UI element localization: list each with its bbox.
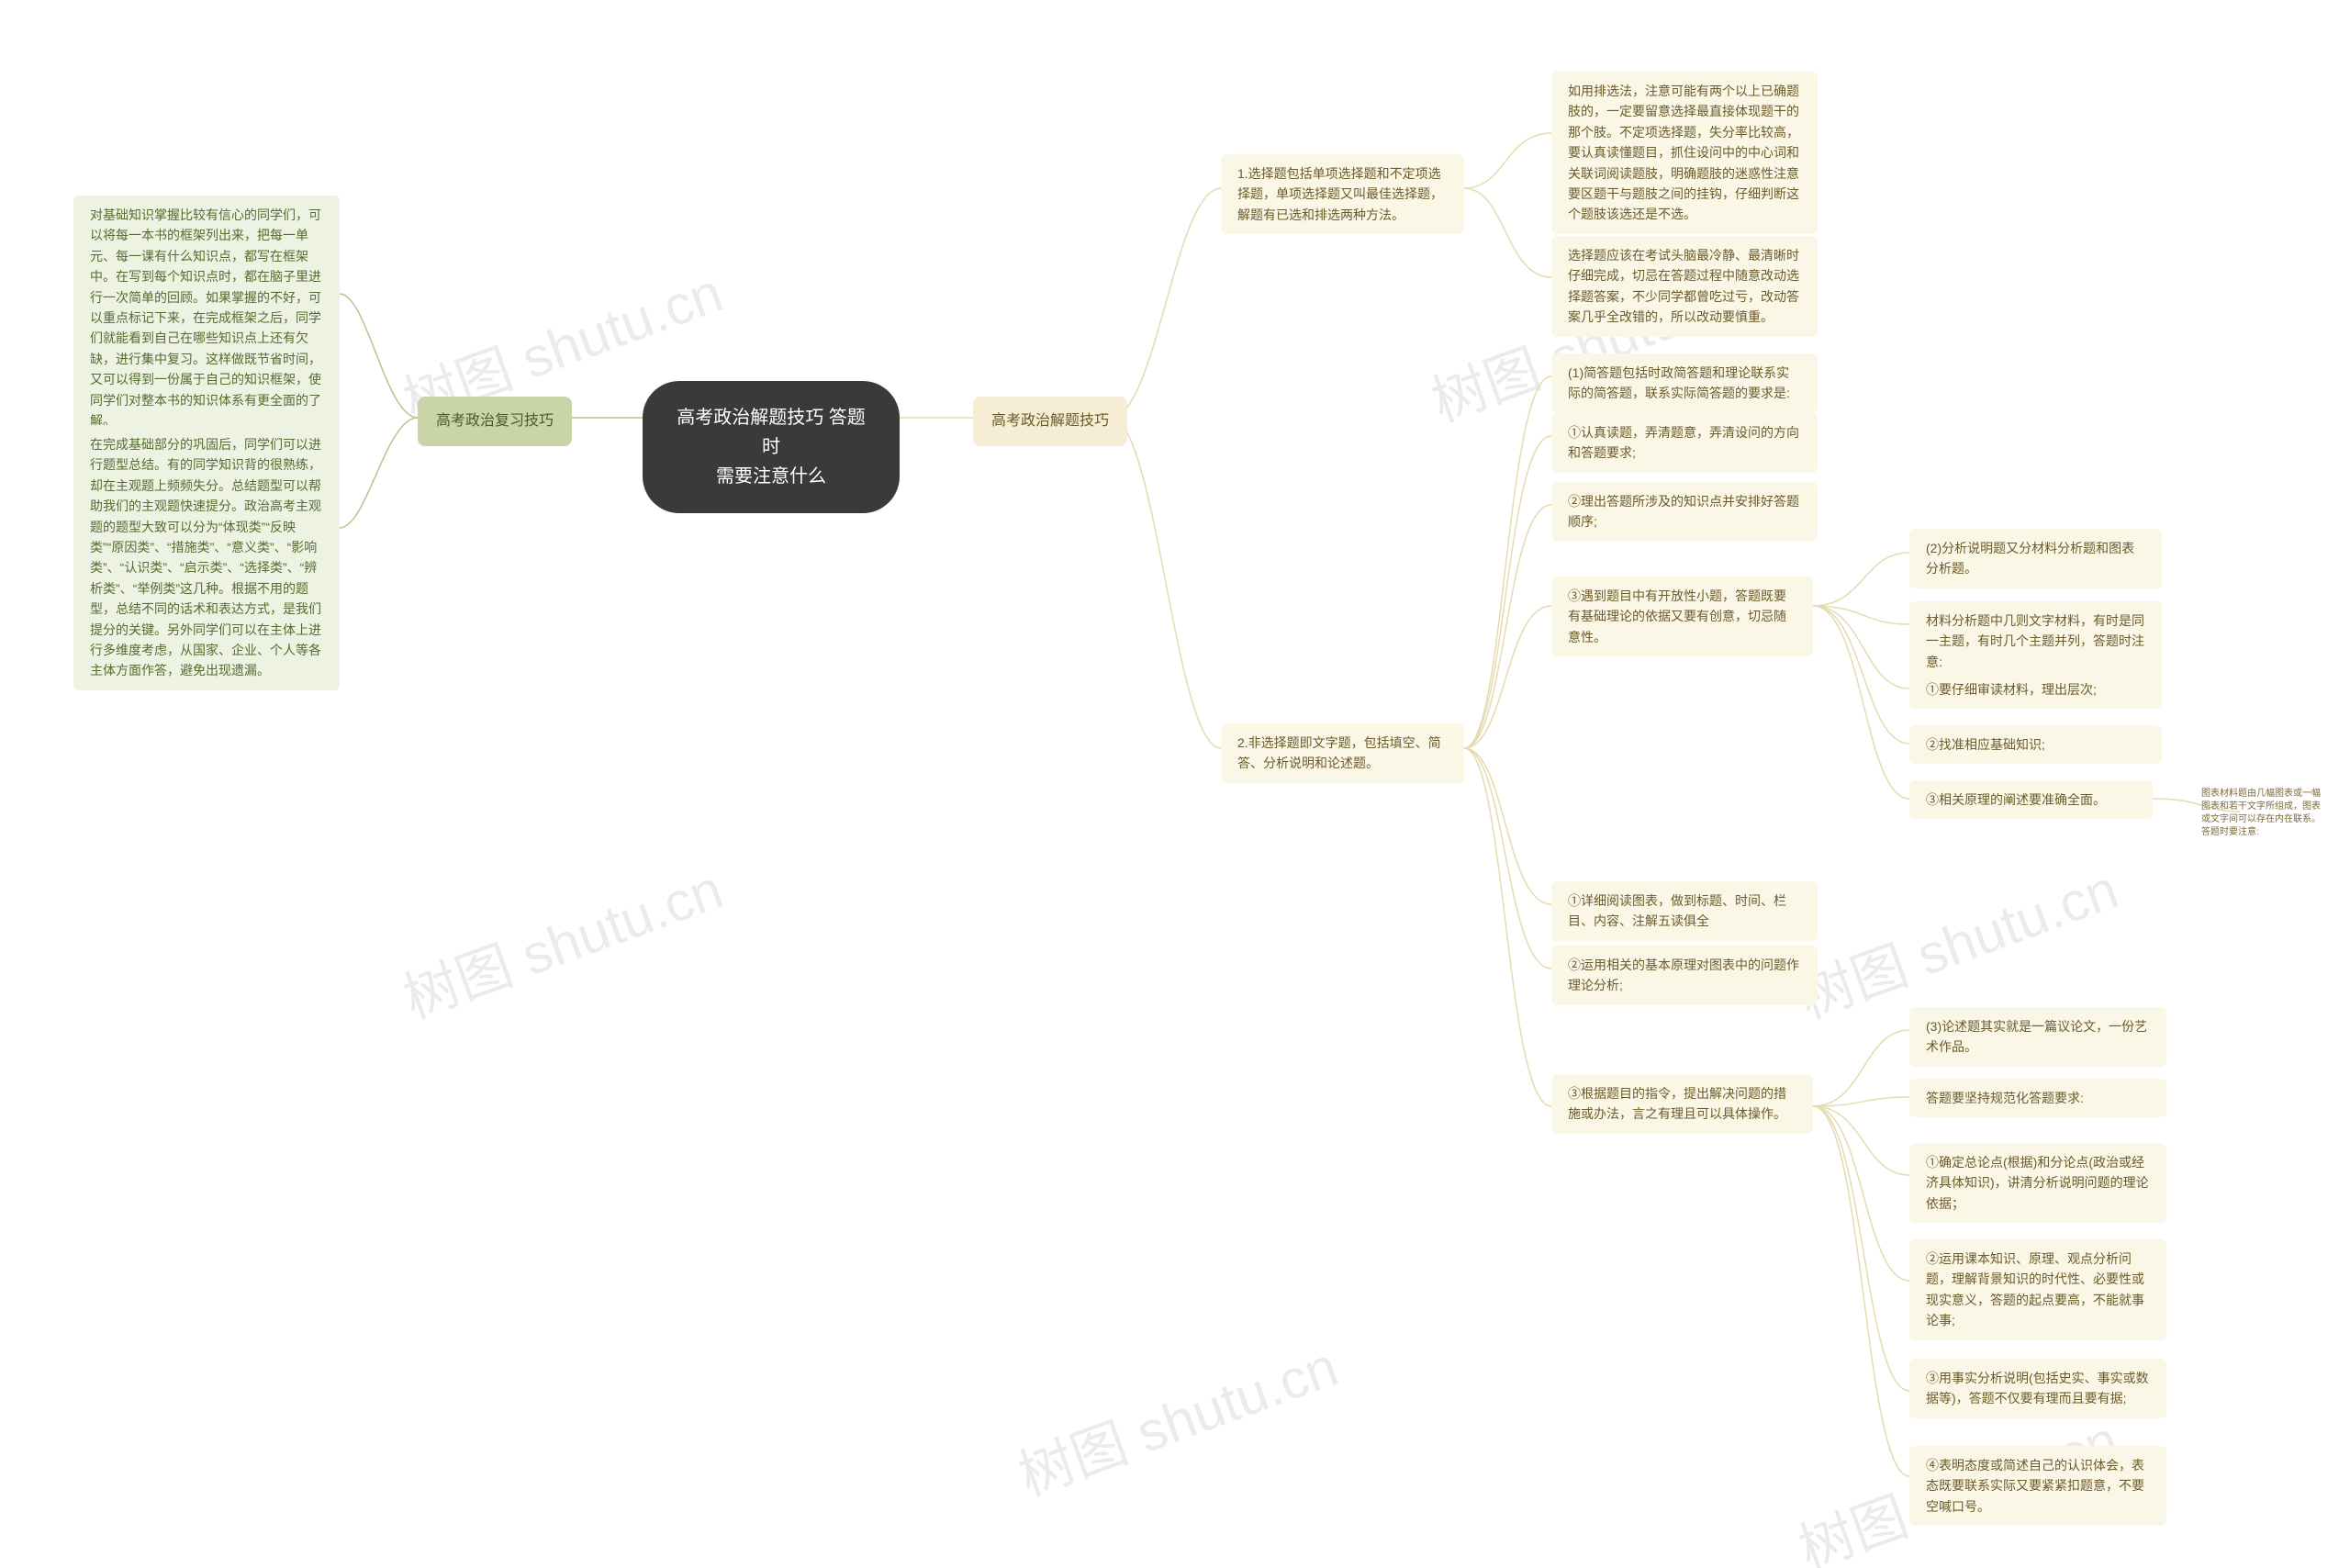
node-n2-2-chart-text: 图表材料题由几幅图表或一幅图表和若干文字所组成，图表或文字间可以存在内在联系。答… xyxy=(2201,789,2321,837)
left-leaf-1[interactable]: 对基础知识掌握比较有信心的同学们，可以将每一本书的框架列出来，把每一单元、每一课… xyxy=(73,196,340,440)
root-title-line1: 高考政治解题技巧 答题时 xyxy=(670,403,872,462)
node-n1[interactable]: 1.选择题包括单项选择题和不定项选择题，单项选择题又叫最佳选择题，解题有已选和排… xyxy=(1221,154,1464,234)
node-n1-text: 1.选择题包括单项选择题和不定项选择题，单项选择题又叫最佳选择题，解题有已选和排… xyxy=(1237,166,1443,222)
node-n2-2-head[interactable]: (2)分析说明题又分材料分析题和图表分析题。 xyxy=(1909,529,2162,588)
node-n2-2-c-text: ③相关原理的阐述要准确全面。 xyxy=(1926,792,2106,807)
node-n2-3-b-text: ②运用课本知识、原理、观点分析问题，理解背景知识的时代性、必要性或现实意义，答题… xyxy=(1926,1251,2144,1327)
root-node[interactable]: 高考政治解题技巧 答题时 需要注意什么 xyxy=(643,381,900,513)
node-n2-3-a-text: ①确定总论点(根据)和分论点(政治或经济具体知识)，讲清分析说明问题的理论依据； xyxy=(1926,1155,2149,1211)
right-branch[interactable]: 高考政治解题技巧 xyxy=(973,397,1127,446)
root-title-line2: 需要注意什么 xyxy=(670,462,872,491)
node-n1a-text: 如用排选法，注意可能有两个以上已确题肢的，一定要留意选择最直接体现题干的那个肢。… xyxy=(1568,84,1799,221)
node-n1b[interactable]: 选择题应该在考试头脑最冷静、最清晰时仔细完成，切忌在答题过程中随意改动选择题答案… xyxy=(1551,236,1818,337)
node-n2-2-f[interactable]: ③根据题目的指令，提出解决问题的措施或办法，言之有理且可以具体操作。 xyxy=(1551,1074,1813,1134)
node-n2-3-c-text: ③用事实分析说明(包括史实、事实或数据等)，答题不仅要有理而且要有据; xyxy=(1926,1371,2149,1406)
node-n2-2-head-text: (2)分析说明题又分材料分析题和图表分析题。 xyxy=(1926,541,2134,576)
node-n2-2-e-text: ②运用相关的基本原理对图表中的问题作理论分析; xyxy=(1568,958,1799,992)
node-n2-3-head-text: (3)论述题其实就是一篇议论文，一份艺术作品。 xyxy=(1926,1019,2147,1054)
node-n2-1-b-text: ②理出答题所涉及的知识点并安排好答题顺序; xyxy=(1568,494,1799,529)
node-n2-2-b[interactable]: ②找准相应基础知识; xyxy=(1909,725,2162,764)
node-n2-2-e[interactable]: ②运用相关的基本原理对图表中的问题作理论分析; xyxy=(1551,946,1818,1005)
node-n2-3-norm-text: 答题要坚持规范化答题要求: xyxy=(1926,1091,2084,1105)
watermark: 树图 shutu.cn xyxy=(1006,1322,1347,1511)
node-n2-3-b[interactable]: ②运用课本知识、原理、观点分析问题，理解背景知识的时代性、必要性或现实意义，答题… xyxy=(1909,1239,2166,1340)
node-n2-3-c[interactable]: ③用事实分析说明(包括史实、事实或数据等)，答题不仅要有理而且要有据; xyxy=(1909,1359,2166,1418)
node-n2-1-c[interactable]: ③遇到题目中有开放性小题，答题既要有基础理论的依据又要有创意，切忌随意性。 xyxy=(1551,577,1813,656)
left-leaf-2[interactable]: 在完成基础部分的巩固后，同学们可以进行题型总结。有的同学知识背的很熟练，却在主观… xyxy=(73,425,340,690)
node-n2-1-b[interactable]: ②理出答题所涉及的知识点并安排好答题顺序; xyxy=(1551,482,1818,542)
node-n2-3-d[interactable]: ④表明态度或简述自己的认识体会，表态既要联系实际又要紧紧扣题意，不要空喊口号。 xyxy=(1909,1446,2166,1526)
left-branch-label: 高考政治复习技巧 xyxy=(436,413,554,429)
node-n2-2-chart: 图表材料题由几幅图表或一幅图表和若干文字所组成，图表或文字间可以存在内在联系。答… xyxy=(2185,778,2345,848)
node-n2-2-mat-text: 材料分析题中几则文字材料，有时是同一主题，有时几个主题并列，答题时注意: xyxy=(1926,613,2144,669)
node-n2-1-a-text: ①认真读题，弄清题意，弄清设问的方向和答题要求; xyxy=(1568,425,1799,460)
node-n2-2-a-text: ①要仔细审读材料，理出层次; xyxy=(1926,682,2097,697)
node-n2-3-norm[interactable]: 答题要坚持规范化答题要求: xyxy=(1909,1079,2166,1117)
left-leaf-2-text: 在完成基础部分的巩固后，同学们可以进行题型总结。有的同学知识背的很熟练，却在主观… xyxy=(90,437,321,678)
node-n2-1-head[interactable]: (1)简答题包括时政简答题和理论联系实际的简答题，联系实际简答题的要求是: xyxy=(1551,353,1818,413)
node-n2-2-c[interactable]: ③相关原理的阐述要准确全面。 xyxy=(1909,780,2153,819)
node-n1b-text: 选择题应该在考试头脑最冷静、最清晰时仔细完成，切忌在答题过程中随意改动选择题答案… xyxy=(1568,248,1799,324)
right-branch-label: 高考政治解题技巧 xyxy=(991,413,1109,429)
node-n2-text: 2.非选择题即文字题，包括填空、简答、分析说明和论述题。 xyxy=(1237,735,1441,770)
node-n2-3-a[interactable]: ①确定总论点(根据)和分论点(政治或经济具体知识)，讲清分析说明问题的理论依据； xyxy=(1909,1143,2166,1223)
left-branch[interactable]: 高考政治复习技巧 xyxy=(418,397,572,446)
node-n2-3-head[interactable]: (3)论述题其实就是一篇议论文，一份艺术作品。 xyxy=(1909,1007,2166,1067)
node-n2-2-d[interactable]: ①详细阅读图表，做到标题、时间、栏目、内容、注解五读俱全 xyxy=(1551,881,1818,941)
node-n2-1-a[interactable]: ①认真读题，弄清题意，弄清设问的方向和答题要求; xyxy=(1551,413,1818,473)
node-n2-2-b-text: ②找准相应基础知识; xyxy=(1926,737,2045,752)
left-leaf-1-text: 对基础知识掌握比较有信心的同学们，可以将每一本书的框架列出来，把每一单元、每一课… xyxy=(90,207,321,428)
node-n2-1-c-text: ③遇到题目中有开放性小题，答题既要有基础理论的依据又要有创意，切忌随意性。 xyxy=(1568,588,1786,644)
node-n2-3-d-text: ④表明态度或简述自己的认识体会，表态既要联系实际又要紧紧扣题意，不要空喊口号。 xyxy=(1926,1458,2144,1514)
watermark: 树图 shutu.cn xyxy=(391,845,732,1034)
node-n2-2-a[interactable]: ①要仔细审读材料，理出层次; xyxy=(1909,670,2162,709)
node-n2-2-f-text: ③根据题目的指令，提出解决问题的措施或办法，言之有理且可以具体操作。 xyxy=(1568,1086,1786,1121)
node-n1a[interactable]: 如用排选法，注意可能有两个以上已确题肢的，一定要留意选择最直接体现题干的那个肢。… xyxy=(1551,72,1818,234)
watermark: 树图 shutu.cn xyxy=(1786,845,2127,1034)
node-n2-1-head-text: (1)简答题包括时政简答题和理论联系实际的简答题，联系实际简答题的要求是: xyxy=(1568,365,1790,400)
node-n2[interactable]: 2.非选择题即文字题，包括填空、简答、分析说明和论述题。 xyxy=(1221,723,1464,783)
node-n2-2-d-text: ①详细阅读图表，做到标题、时间、栏目、内容、注解五读俱全 xyxy=(1568,893,1786,928)
